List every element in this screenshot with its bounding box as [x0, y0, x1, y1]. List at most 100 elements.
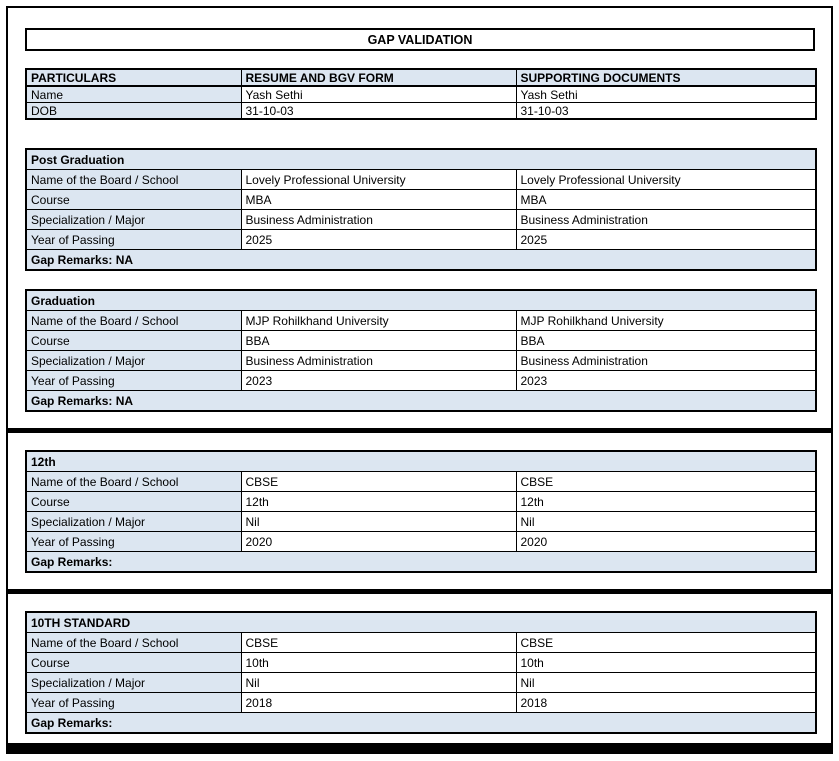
supporting-value-cell: 2023	[515, 370, 817, 391]
page-title: GAP VALIDATION	[367, 32, 473, 47]
supporting-value-cell: BBA	[515, 330, 817, 351]
table-row: Name of the Board / School CBSE CBSE	[25, 471, 817, 492]
row-label-cell: Year of Passing	[25, 370, 242, 391]
supporting-value-cell: 2018	[515, 692, 817, 713]
section-table-post-graduation: Post Graduation Name of the Board / Scho…	[25, 148, 818, 271]
row-label-cell: Course	[25, 330, 242, 351]
section-title-cell: Post Graduation	[25, 148, 817, 170]
table-row: Specialization / Major Business Administ…	[25, 209, 817, 230]
supporting-value-cell: 2020	[515, 531, 817, 552]
supporting-value-cell: 10th	[515, 652, 817, 673]
gap-remarks-cell: Gap Remarks:	[25, 551, 817, 573]
section-title-row: 12th	[25, 450, 817, 472]
supporting-value-cell: MBA	[515, 189, 817, 210]
gap-remarks-row: Gap Remarks:	[25, 551, 817, 573]
gap-remarks-row: Gap Remarks: NA	[25, 249, 817, 271]
gap-remarks-cell: Gap Remarks: NA	[25, 249, 817, 271]
resume-value-cell: CBSE	[240, 632, 517, 653]
supporting-value-cell: 12th	[515, 491, 817, 512]
supporting-value-cell: Business Administration	[515, 350, 817, 371]
table-header-row: PARTICULARS RESUME AND BGV FORM SUPPORTI…	[25, 68, 817, 87]
table-row: Course 12th 12th	[25, 491, 817, 512]
gap-remarks-cell: Gap Remarks: NA	[25, 390, 817, 412]
table-row: Course MBA MBA	[25, 189, 817, 210]
supporting-value-cell: Nil	[515, 511, 817, 532]
col-header-resume-bgv: RESUME AND BGV FORM	[240, 68, 517, 87]
table-row: DOB 31-10-03 31-10-03	[25, 102, 817, 120]
table-row: Specialization / Major Nil Nil	[25, 511, 817, 532]
row-label-cell: Name of the Board / School	[25, 310, 242, 331]
col-header-particulars: PARTICULARS	[25, 68, 242, 87]
supporting-value-cell: Yash Sethi	[515, 85, 817, 103]
resume-value-cell: 2025	[240, 229, 517, 250]
section-divider	[8, 428, 831, 433]
row-label-cell: Name of the Board / School	[25, 169, 242, 190]
resume-value-cell: 2020	[240, 531, 517, 552]
table-row: Name of the Board / School MJP Rohilkhan…	[25, 310, 817, 331]
section-title-row: 10TH STANDARD	[25, 611, 817, 633]
supporting-value-cell: 31-10-03	[515, 102, 817, 120]
supporting-value-cell: 2025	[515, 229, 817, 250]
row-label-cell: Course	[25, 491, 242, 512]
table-row: Year of Passing 2020 2020	[25, 531, 817, 552]
resume-value-cell: Business Administration	[240, 350, 517, 371]
supporting-value-cell: Business Administration	[515, 209, 817, 230]
resume-value-cell: 10th	[240, 652, 517, 673]
section-table-10th-standard: 10TH STANDARD Name of the Board / School…	[25, 611, 818, 734]
supporting-value-cell: CBSE	[515, 471, 817, 492]
supporting-value-cell: Nil	[515, 672, 817, 693]
table-row: Specialization / Major Nil Nil	[25, 672, 817, 693]
table-row: Year of Passing 2025 2025	[25, 229, 817, 250]
gap-remarks-row: Gap Remarks:	[25, 712, 817, 734]
row-label-cell: Specialization / Major	[25, 209, 242, 230]
row-label-cell: Specialization / Major	[25, 672, 242, 693]
section-title-cell: Graduation	[25, 289, 817, 311]
table-row: Specialization / Major Business Administ…	[25, 350, 817, 371]
row-label-cell: Name	[25, 85, 242, 103]
resume-value-cell: 12th	[240, 491, 517, 512]
section-table-12th: 12th Name of the Board / School CBSE CBS…	[25, 450, 818, 573]
supporting-value-cell: Lovely Professional University	[515, 169, 817, 190]
resume-value-cell: Business Administration	[240, 209, 517, 230]
row-label-cell: Year of Passing	[25, 692, 242, 713]
document-title-box: GAP VALIDATION	[25, 28, 815, 51]
resume-value-cell: 2018	[240, 692, 517, 713]
row-label-cell: Name of the Board / School	[25, 632, 242, 653]
resume-value-cell: 2023	[240, 370, 517, 391]
section-table-graduation: Graduation Name of the Board / School MJ…	[25, 289, 818, 412]
gap-remarks-row: Gap Remarks: NA	[25, 390, 817, 412]
resume-value-cell: Nil	[240, 511, 517, 532]
table-row: Name of the Board / School Lovely Profes…	[25, 169, 817, 190]
resume-value-cell: Lovely Professional University	[240, 169, 517, 190]
resume-value-cell: MJP Rohilkhand University	[240, 310, 517, 331]
section-title-cell: 10TH STANDARD	[25, 611, 817, 633]
particulars-table: PARTICULARS RESUME AND BGV FORM SUPPORTI…	[25, 68, 817, 120]
row-label-cell: Course	[25, 652, 242, 673]
resume-value-cell: Yash Sethi	[240, 85, 517, 103]
row-label-cell: Specialization / Major	[25, 350, 242, 371]
gap-remarks-cell: Gap Remarks:	[25, 712, 817, 734]
row-label-cell: Year of Passing	[25, 531, 242, 552]
table-row: Course 10th 10th	[25, 652, 817, 673]
col-header-supporting-docs: SUPPORTING DOCUMENTS	[515, 68, 817, 87]
table-row: Year of Passing 2023 2023	[25, 370, 817, 391]
supporting-value-cell: CBSE	[515, 632, 817, 653]
section-divider	[8, 589, 831, 594]
table-row: Name of the Board / School CBSE CBSE	[25, 632, 817, 653]
section-title-row: Post Graduation	[25, 148, 817, 170]
section-divider	[8, 743, 831, 752]
outer-frame	[6, 6, 833, 754]
row-label-cell: Specialization / Major	[25, 511, 242, 532]
resume-value-cell: Nil	[240, 672, 517, 693]
table-row: Name Yash Sethi Yash Sethi	[25, 85, 817, 103]
supporting-value-cell: MJP Rohilkhand University	[515, 310, 817, 331]
row-label-cell: Name of the Board / School	[25, 471, 242, 492]
section-title-row: Graduation	[25, 289, 817, 311]
row-label-cell: Course	[25, 189, 242, 210]
section-title-cell: 12th	[25, 450, 817, 472]
row-label-cell: DOB	[25, 102, 242, 120]
resume-value-cell: CBSE	[240, 471, 517, 492]
resume-value-cell: 31-10-03	[240, 102, 517, 120]
row-label-cell: Year of Passing	[25, 229, 242, 250]
